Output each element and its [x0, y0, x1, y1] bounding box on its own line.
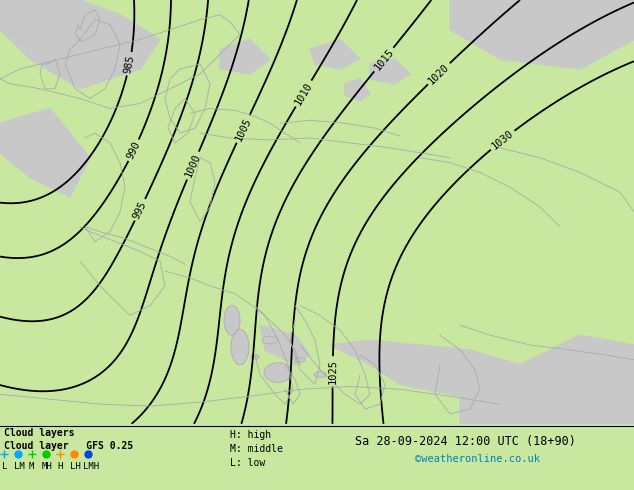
Polygon shape [260, 325, 310, 365]
Polygon shape [314, 371, 326, 377]
Text: LH: LH [70, 462, 81, 471]
Text: 990: 990 [125, 140, 142, 161]
Text: 985: 985 [123, 53, 136, 74]
Text: 1020: 1020 [427, 61, 451, 86]
Text: 1005: 1005 [233, 116, 253, 143]
Polygon shape [0, 108, 90, 197]
Text: Cloud layers: Cloud layers [4, 428, 75, 438]
Text: 1010: 1010 [293, 80, 314, 107]
Text: M: M [29, 462, 34, 471]
Polygon shape [0, 0, 160, 89]
Text: ©weatheronline.co.uk: ©weatheronline.co.uk [415, 454, 540, 464]
Polygon shape [310, 39, 360, 69]
Text: M: middle: M: middle [230, 444, 283, 454]
Polygon shape [370, 59, 410, 84]
Polygon shape [345, 79, 370, 100]
Polygon shape [295, 357, 305, 362]
Polygon shape [460, 335, 634, 424]
Polygon shape [231, 329, 249, 365]
Text: H: H [57, 462, 62, 471]
Text: 1025: 1025 [328, 359, 338, 384]
Text: 1000: 1000 [183, 152, 202, 179]
Polygon shape [262, 336, 278, 344]
Text: MH: MH [42, 462, 53, 471]
Text: LMH: LMH [83, 462, 99, 471]
Polygon shape [251, 355, 259, 359]
Text: L: low: L: low [230, 458, 265, 468]
Polygon shape [224, 306, 240, 335]
Text: L: L [2, 462, 8, 471]
Text: Sa 28-09-2024 12:00 UTC (18+90): Sa 28-09-2024 12:00 UTC (18+90) [355, 435, 576, 448]
Text: Cloud layer   GFS 0.25: Cloud layer GFS 0.25 [4, 441, 133, 451]
Text: 995: 995 [131, 199, 148, 221]
Polygon shape [220, 39, 270, 74]
Polygon shape [264, 363, 292, 382]
Text: 1015: 1015 [372, 47, 396, 73]
Polygon shape [450, 0, 634, 69]
Text: 1030: 1030 [489, 128, 515, 152]
Text: LM: LM [14, 462, 25, 471]
Text: H: high: H: high [230, 430, 271, 440]
Polygon shape [330, 340, 530, 404]
